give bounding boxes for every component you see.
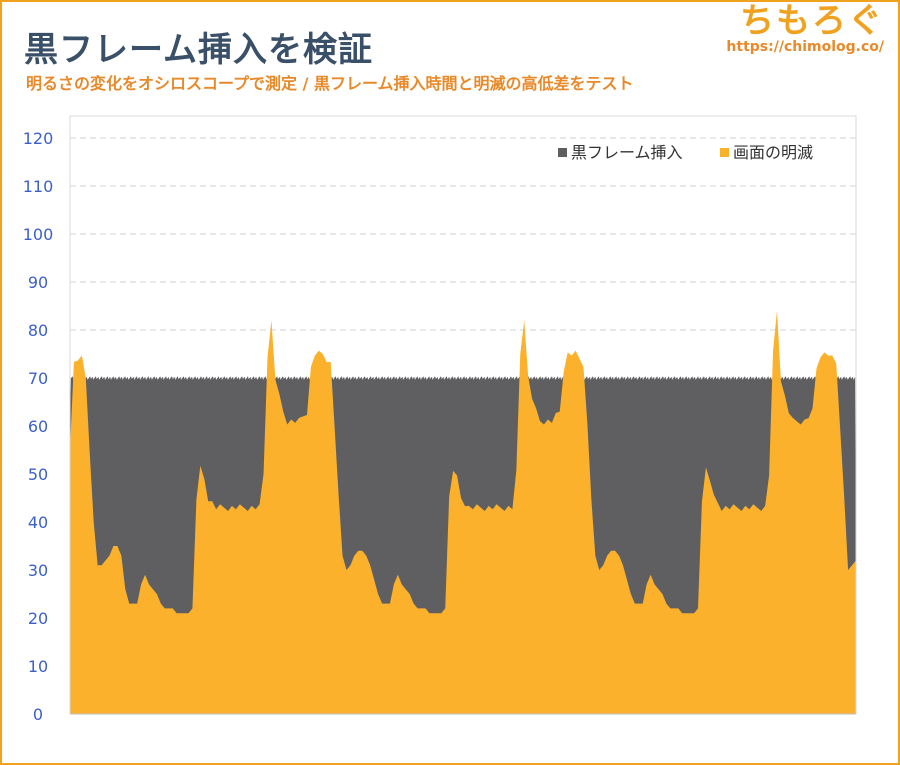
logo-url: https://chimolog.co/ — [726, 39, 884, 55]
y-tick-label: 10 — [28, 657, 48, 676]
legend-swatch — [720, 148, 729, 157]
axes — [69, 115, 857, 715]
logo-text: ちもろぐ — [740, 1, 884, 41]
y-tick-label: 30 — [28, 561, 48, 580]
legend-label: 画面の明滅 — [733, 143, 813, 162]
y-tick-label: 0 — [33, 705, 43, 724]
y-tick-label: 20 — [28, 609, 48, 628]
y-tick-label: 80 — [28, 321, 48, 340]
y-tick-label: 40 — [28, 513, 48, 532]
y-tick-label: 100 — [23, 225, 54, 244]
y-tick-label: 60 — [28, 417, 48, 436]
legend-swatch — [558, 148, 567, 157]
y-tick-label: 120 — [23, 129, 54, 148]
plot-areas — [70, 310, 856, 714]
legend: 黒フレーム挿入 画面の明滅 — [558, 143, 813, 162]
area-series-2 — [70, 310, 856, 714]
y-tick-label: 90 — [28, 273, 48, 292]
site-logo: ちもろぐ https://chimolog.co/ — [726, 4, 884, 54]
legend-label: 黒フレーム挿入 — [571, 143, 683, 162]
y-tick-label: 50 — [28, 465, 48, 484]
y-tick-label: 70 — [28, 369, 48, 388]
y-tick-label: 110 — [23, 177, 54, 196]
chart-title: 黒フレーム挿入を検証 — [24, 30, 373, 70]
y-axis-ticks: 0 10 20 30 40 50 60 70 80 90 100 110 120 — [23, 129, 54, 724]
chart-subtitle: 明るさの変化をオシロスコープで測定 / 黒フレーム挿入時間と明滅の高低差をテスト — [26, 74, 634, 93]
